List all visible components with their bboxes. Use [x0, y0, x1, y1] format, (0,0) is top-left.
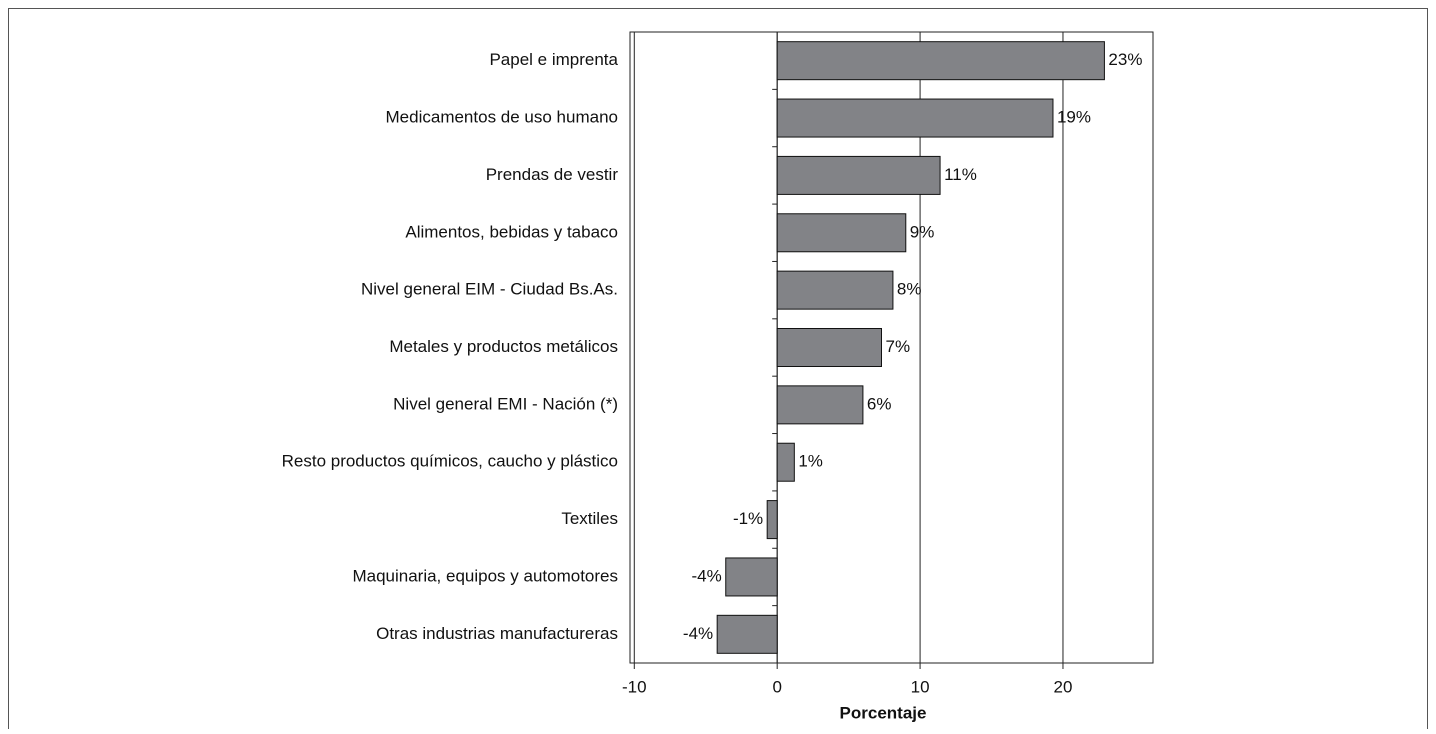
value-label: -4%	[692, 566, 722, 585]
bar	[716, 614, 778, 654]
value-label: 23%	[1108, 50, 1142, 69]
bar	[776, 328, 882, 367]
y-tick-label: Otras industrias manufactureras	[376, 624, 618, 643]
value-label: 7%	[885, 337, 910, 356]
y-tick-label: Resto productos químicos, caucho y plást…	[282, 452, 618, 471]
x-axis-label: Porcentaje	[840, 703, 927, 722]
bar	[776, 98, 1054, 138]
y-tick-label: Prendas de vestir	[486, 165, 619, 184]
x-tick-label: 20	[1054, 677, 1073, 696]
value-label: -1%	[733, 509, 763, 528]
bar	[776, 442, 795, 482]
y-tick-label: Nivel general EIM - Ciudad Bs.As.	[361, 280, 618, 299]
y-tick-label: Maquinaria, equipos y automotores	[352, 566, 618, 585]
y-tick-label: Alimentos, bebidas y tabaco	[405, 222, 618, 241]
value-label: 11%	[944, 165, 977, 184]
value-label: 9%	[910, 222, 935, 241]
x-tick-label: -10	[622, 677, 647, 696]
value-label: 6%	[867, 394, 892, 413]
bar	[725, 557, 778, 597]
frame	[8, 8, 1428, 734]
bar	[776, 213, 907, 253]
value-label: 8%	[897, 280, 922, 299]
bar	[776, 270, 894, 310]
y-tick-label: Metales y productos metálicos	[389, 337, 618, 356]
bar	[776, 385, 864, 425]
y-tick-label: Medicamentos de uso humano	[386, 108, 618, 127]
x-tick-label: 10	[911, 677, 930, 696]
value-label: -4%	[683, 624, 713, 643]
value-label: 19%	[1057, 108, 1091, 127]
bar	[776, 155, 941, 195]
bar	[776, 41, 1105, 81]
bar	[766, 500, 778, 540]
y-tick-label: Nivel general EMI - Nación (*)	[393, 394, 618, 413]
value-label: 1%	[798, 452, 823, 471]
y-tick-label: Papel e imprenta	[489, 50, 618, 69]
x-tick-label: 0	[772, 677, 781, 696]
y-tick-label: Textiles	[561, 509, 618, 528]
plot-area	[629, 31, 1154, 664]
